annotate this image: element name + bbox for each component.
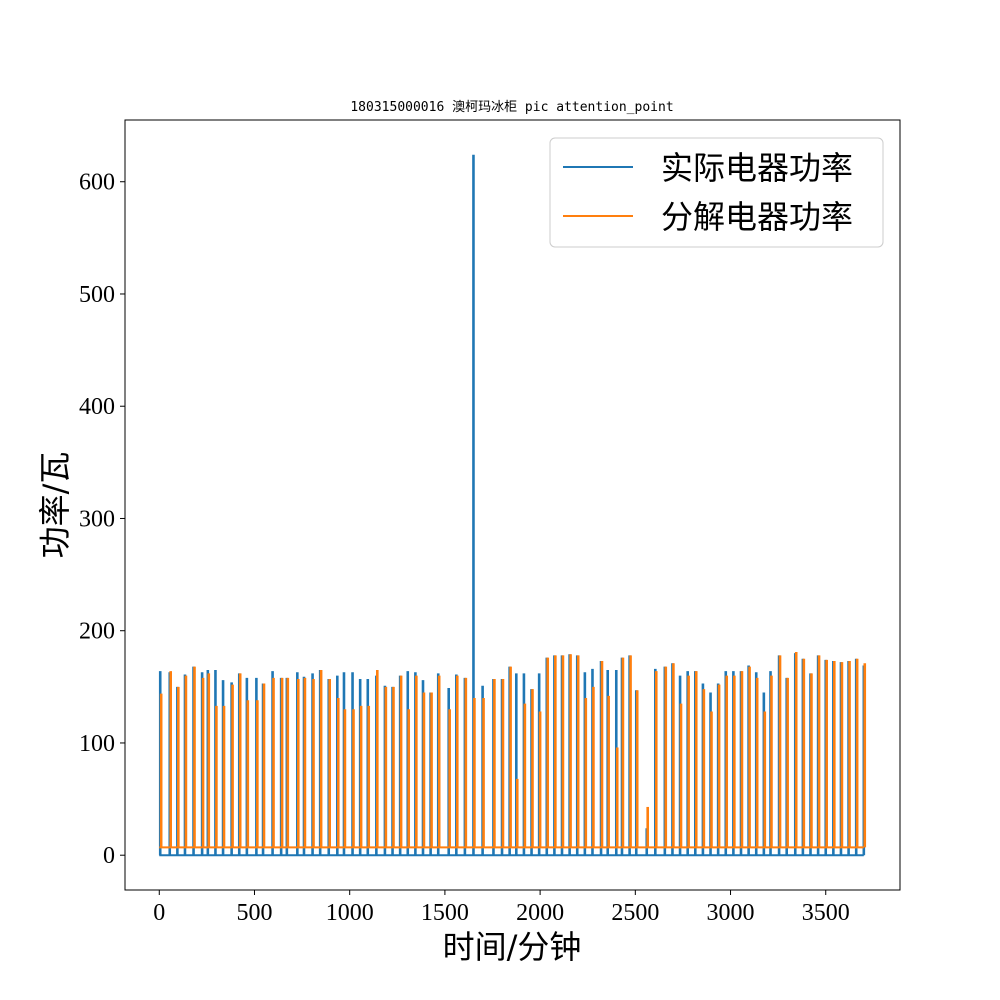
x-axis-label: 时间/分钟 xyxy=(443,928,582,966)
y-tick-label: 500 xyxy=(79,282,115,308)
legend-label-actual: 实际电器功率 xyxy=(661,149,853,187)
y-axis-label: 功率/瓦 xyxy=(36,452,74,559)
legend-box xyxy=(549,137,884,248)
x-tick-label: 3500 xyxy=(802,900,850,926)
legend: 实际电器功率 分解电器功率 xyxy=(549,137,884,248)
y-tick-label: 0 xyxy=(103,843,115,869)
legend-label-decomposed: 分解电器功率 xyxy=(661,198,853,236)
x-tick-label: 0 xyxy=(153,900,165,926)
x-tick-label: 3000 xyxy=(707,900,755,926)
x-tick-label: 2000 xyxy=(516,900,564,926)
chart-title: 180315000016 澳柯玛冰柜 pic attention_point xyxy=(350,99,673,115)
x-tick-label: 1500 xyxy=(421,900,469,926)
y-axis: 0 100 200 300 400 500 600 xyxy=(79,170,125,869)
series-1 xyxy=(159,652,867,849)
y-tick-label: 200 xyxy=(79,619,115,645)
plot-frame xyxy=(124,119,901,891)
x-tick-label: 2500 xyxy=(611,900,659,926)
plot-series xyxy=(158,154,867,857)
y-tick-label: 300 xyxy=(79,506,115,532)
x-tick-label: 500 xyxy=(236,900,272,926)
x-axis: 0 500 1000 1500 2000 2500 3000 3500 xyxy=(153,890,850,926)
y-tick-label: 100 xyxy=(79,731,115,757)
y-tick-label: 400 xyxy=(79,394,115,420)
y-tick-label: 600 xyxy=(79,170,115,196)
x-tick-label: 1000 xyxy=(326,900,374,926)
